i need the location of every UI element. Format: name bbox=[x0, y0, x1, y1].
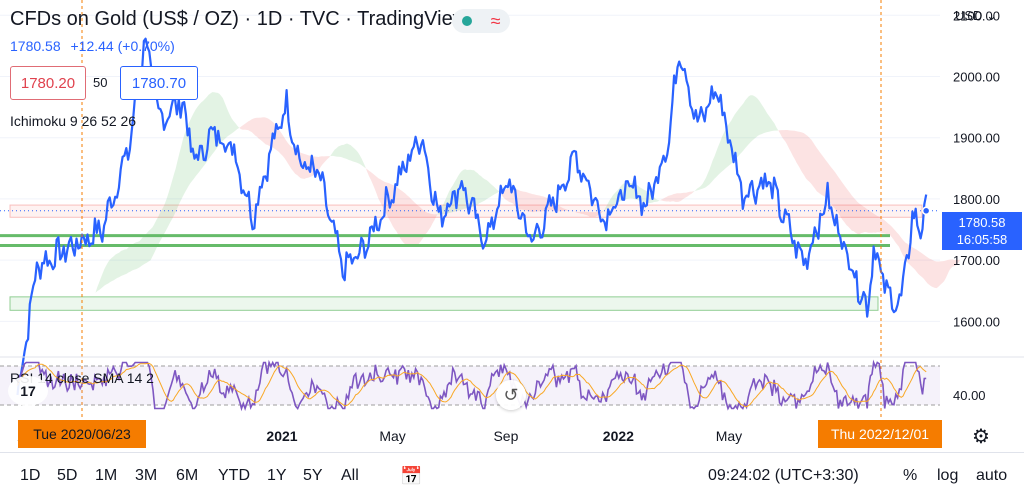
tradingview-logo-icon[interactable]: 17 bbox=[8, 376, 48, 406]
percent-toggle[interactable]: % bbox=[903, 467, 918, 484]
reset-chart-icon[interactable]: ↺ bbox=[496, 380, 526, 410]
y-tick-label: 2000.00 bbox=[953, 70, 1000, 85]
sell-button[interactable]: 1780.20 bbox=[10, 66, 86, 100]
last-price-point bbox=[921, 206, 931, 216]
ichimoku-cloud-segment bbox=[602, 182, 660, 213]
calendar-goto-icon[interactable]: 📅 bbox=[400, 466, 423, 486]
ichimoku-cloud-segment bbox=[329, 143, 366, 169]
crosshair-date-left: Tue 2020/06/23 bbox=[18, 420, 146, 448]
ichimoku-cloud-segment bbox=[693, 95, 779, 193]
wave-icon: ≈ bbox=[490, 11, 501, 31]
ichimoku-cloud-segment bbox=[659, 191, 694, 202]
price-series bbox=[0, 0, 940, 420]
ichimoku-cloud-segment bbox=[574, 211, 603, 218]
ichimoku-cloud-segment bbox=[239, 117, 330, 179]
price-zone bbox=[9, 296, 879, 311]
chart-grid bbox=[0, 14, 940, 322]
ichimoku-legend[interactable]: Ichimoku 9 26 52 26 bbox=[10, 113, 137, 129]
support-levels bbox=[0, 234, 890, 247]
y-tick-label: 1800.00 bbox=[953, 192, 1000, 207]
x-tick-label: May bbox=[716, 428, 742, 444]
buy-button[interactable]: 1780.70 bbox=[120, 66, 198, 100]
range-5d[interactable]: 5D bbox=[57, 467, 78, 484]
price-summary: 1780.58 +12.44 (+0.70%) bbox=[10, 38, 181, 54]
clock-timezone[interactable]: 09:24:02 (UTC+3:30) bbox=[708, 467, 859, 484]
y-tick-label: 1600.00 bbox=[953, 314, 1000, 329]
settings-gear-icon[interactable]: ⚙ bbox=[972, 426, 990, 448]
rsi-ma-line bbox=[17, 362, 927, 408]
y-tick-label: 1900.00 bbox=[953, 131, 1000, 146]
ichimoku-cloud-segment bbox=[778, 129, 960, 289]
range-6m[interactable]: 6M bbox=[176, 467, 199, 484]
rsi-tick-label: 40.00 bbox=[953, 388, 986, 403]
bottom-toolbar: 1D 5D 1M 3M 6M YTD 1Y 5Y All 📅 09:24:02 … bbox=[0, 452, 1024, 498]
currency-label: USD bbox=[955, 8, 983, 23]
range-3m[interactable]: 3M bbox=[135, 467, 158, 484]
ichimoku-cloud-segment bbox=[365, 166, 437, 247]
rsi-legend[interactable]: RSI 14 close SMA 14 2 bbox=[10, 370, 154, 386]
log-toggle[interactable]: log bbox=[937, 467, 959, 484]
last-price: 1780.58 bbox=[10, 38, 61, 54]
y-tick-label: 1700.00 bbox=[953, 253, 1000, 268]
price-line bbox=[16, 37, 928, 396]
market-status-pill[interactable]: ≈ bbox=[452, 9, 510, 33]
range-1m[interactable]: 1M bbox=[95, 467, 118, 484]
price-axis: 1600.00 1700.00 1800.00 1900.00 2000.00 2100.… bbox=[953, 8, 1000, 329]
crosshair-date-right: Thu 2022/12/01 bbox=[818, 420, 942, 448]
x-tick-label: 2022 bbox=[603, 428, 634, 444]
range-ytd[interactable]: YTD bbox=[218, 467, 250, 484]
range-1d[interactable]: 1D bbox=[20, 467, 41, 484]
range-1y[interactable]: 1Y bbox=[267, 467, 287, 484]
price-chart[interactable]: 40.00 1600.00 1700.00 1800.00 1900.00 2000.0… bbox=[0, 0, 1024, 452]
price-tag-countdown: 16:05:58 bbox=[956, 232, 1008, 247]
symbol-title[interactable]: CFDs on Gold (US$ / OZ) · 1D · TVC · Tra… bbox=[10, 8, 468, 30]
y-tick-label: 2100.00 bbox=[953, 8, 1000, 23]
ichimoku-cloud-segment bbox=[51, 92, 240, 396]
rsi-pane: 40.00 bbox=[0, 356, 1024, 412]
ichimoku-cloud-segment bbox=[436, 169, 499, 217]
x-tick-label: 2021 bbox=[266, 428, 297, 444]
last-price-tag: 1780.58 16:05:58 bbox=[942, 212, 1022, 250]
order-quantity[interactable]: 50 bbox=[93, 74, 108, 90]
x-tick-label: Sep bbox=[493, 428, 518, 444]
market-open-icon bbox=[461, 16, 472, 26]
price-change: +12.44 (+0.70%) bbox=[70, 38, 175, 54]
x-tick-label: May bbox=[379, 428, 405, 444]
rsi-line bbox=[16, 359, 927, 412]
currency-selector[interactable]: USD ⌄ bbox=[955, 8, 997, 24]
chevron-down-icon: ⌄ bbox=[986, 8, 997, 23]
auto-toggle[interactable]: auto bbox=[976, 467, 1008, 484]
price-tag-value: 1780.58 bbox=[958, 215, 1006, 230]
range-all[interactable]: All bbox=[341, 467, 359, 484]
range-5y[interactable]: 5Y bbox=[303, 467, 323, 484]
